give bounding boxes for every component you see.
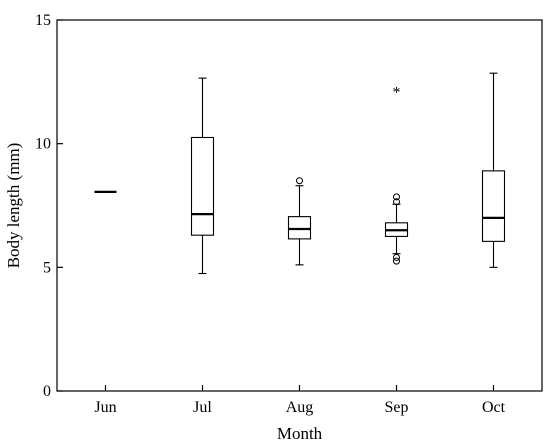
y-tick-label: 5: [43, 259, 51, 276]
y-tick-label: 15: [35, 12, 51, 29]
outlier-point: [393, 193, 400, 201]
iqr-box: [481, 170, 506, 242]
x-tick-label: Jul: [193, 399, 212, 416]
x-axis-label: Month: [277, 424, 323, 443]
box-oct: [481, 72, 506, 268]
outlier-point: [393, 257, 400, 265]
box-sep: *: [384, 84, 409, 265]
x-tick-label: Jun: [94, 399, 116, 416]
iqr-box: [190, 136, 215, 236]
y-tick-label: 0: [43, 383, 51, 400]
outlier-point: [393, 198, 400, 206]
box-jul: [190, 77, 215, 275]
x-tick-label: Oct: [482, 399, 506, 416]
box-aug: [287, 177, 312, 266]
outlier-point: [393, 253, 400, 261]
x-tick-label: Aug: [286, 399, 314, 416]
y-tick-label: 10: [35, 136, 51, 153]
y-axis-label: Body length (mm): [4, 143, 23, 269]
iqr-box: [287, 216, 312, 240]
outlier-point: [296, 177, 303, 185]
x-tick-label: Sep: [385, 399, 409, 416]
extreme-point: *: [393, 84, 401, 101]
